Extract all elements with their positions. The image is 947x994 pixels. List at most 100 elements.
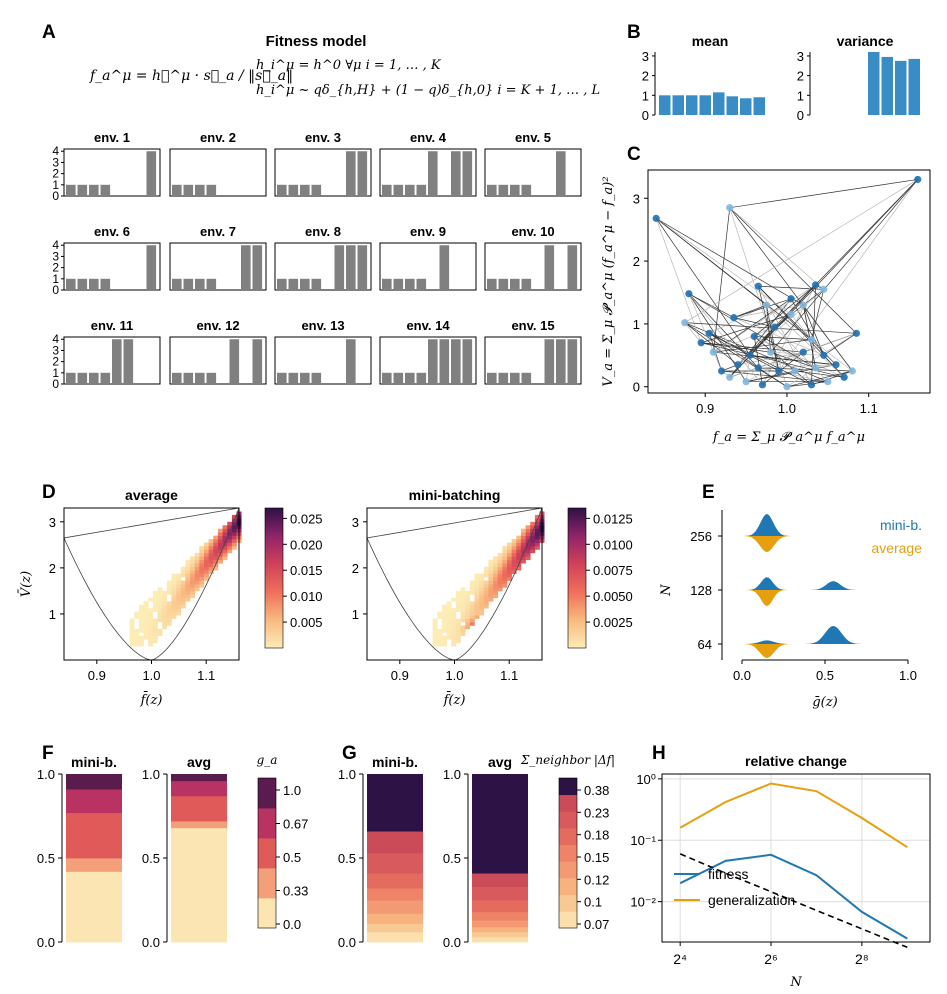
heat-cell [138,611,144,616]
heat-cell [520,542,526,547]
heat-cell [469,580,475,585]
env-bar [393,278,404,290]
edge [733,298,792,318]
heat-cell [441,642,447,647]
bar [672,95,684,115]
stack-segment [171,780,227,797]
heat-cell [465,625,471,630]
edge [729,207,857,334]
data-point [726,204,734,212]
heat-cell [190,570,196,574]
env-bar [462,339,473,384]
x-axis-label: f̄(z) [443,691,466,708]
env-bar [66,278,76,290]
heat-cell [441,608,447,612]
env-bar [277,184,287,196]
edge [754,336,816,369]
heat-cell [502,577,508,581]
heat-cell [231,528,237,533]
heat-cell [455,632,461,637]
heat-cell [441,622,447,626]
heat-cell [465,615,471,619]
heat-cell [152,601,158,606]
heat-cell [493,587,499,592]
heat-cell [148,632,154,637]
y-tick-label: 2 [52,355,59,369]
heat-cell [134,632,140,637]
colorbar-segment [258,838,276,869]
colorbar-tick-label: 0.0025 [593,615,633,630]
env-bar [451,151,461,196]
heat-cell [185,594,191,599]
heat-cell [493,580,499,585]
data-point [787,295,795,303]
env-bar [393,184,404,196]
heat-cell [488,566,494,571]
env-bar [521,184,532,196]
env-bar [428,339,438,384]
heat-cell [469,587,475,592]
heat-cell [148,618,154,623]
heat-cell [152,618,158,623]
heat-cell [432,625,438,630]
heat-cell [493,590,499,595]
heat-cell [441,618,447,623]
heat-cell [441,625,447,630]
heat-cell [516,535,522,540]
heat-cell [465,597,471,602]
data-point [807,381,816,389]
data-point [681,319,689,327]
heat-cell [520,535,526,540]
heat-cell [469,611,475,616]
edge [770,179,919,353]
heat-cell [507,566,512,571]
y-tick-label: 10⁻¹ [630,833,656,848]
plot-frame [661,773,931,943]
data-point [709,348,717,356]
chart-title: average [125,487,178,503]
heat-cell [488,570,494,574]
colorbar-tick-label: 0.0100 [593,537,633,552]
heat-cell [157,628,163,633]
heat-cell [483,573,489,578]
panel-c-scatter: 0.9 1.0 1.1 0 1 2 3 f_a = Σ_μ 𝓟_a^μ f_a^μ V_a = … [601,169,931,445]
bar [713,92,725,115]
y-tick-label: 1.0 [338,767,356,782]
edge [655,218,812,340]
edge [684,322,702,343]
heat-cell [185,570,191,574]
heat-cell [180,566,186,571]
colorbar-segment [559,844,577,862]
heat-cell [171,601,177,606]
edge [713,284,816,353]
heat-cell [199,556,205,561]
heat-cell [138,618,144,623]
edge [794,333,857,372]
heat-cell [432,622,438,626]
bar [753,97,765,115]
heat-cell [507,559,512,564]
data-point [750,332,758,341]
edge [701,314,792,344]
data-point [742,378,750,386]
panel-f-stacks: mini-b. 0.0 0.5 1.0 avg 0.0 0.5 1.0 1.0 0.67 0.5 0.… [37,753,308,950]
heat-cell [171,594,177,599]
env-title: env. 9 [410,224,446,239]
data-point [775,367,783,375]
env-bar [405,184,415,196]
colorbar-segment [559,794,577,812]
heat-cell [138,622,144,626]
heat-cell [460,608,466,612]
edge [729,207,853,372]
heat-cell [516,566,522,571]
bar [881,56,893,115]
y-tick-label: 2 [642,69,649,84]
edge [709,333,779,372]
y-tick-label: 0 [797,108,804,123]
y-tick-label: 3 [352,515,359,530]
heat-cell [152,594,158,599]
stack-title: mini-b. [372,754,418,770]
heat-cell [199,559,205,564]
env-bar [567,339,578,384]
